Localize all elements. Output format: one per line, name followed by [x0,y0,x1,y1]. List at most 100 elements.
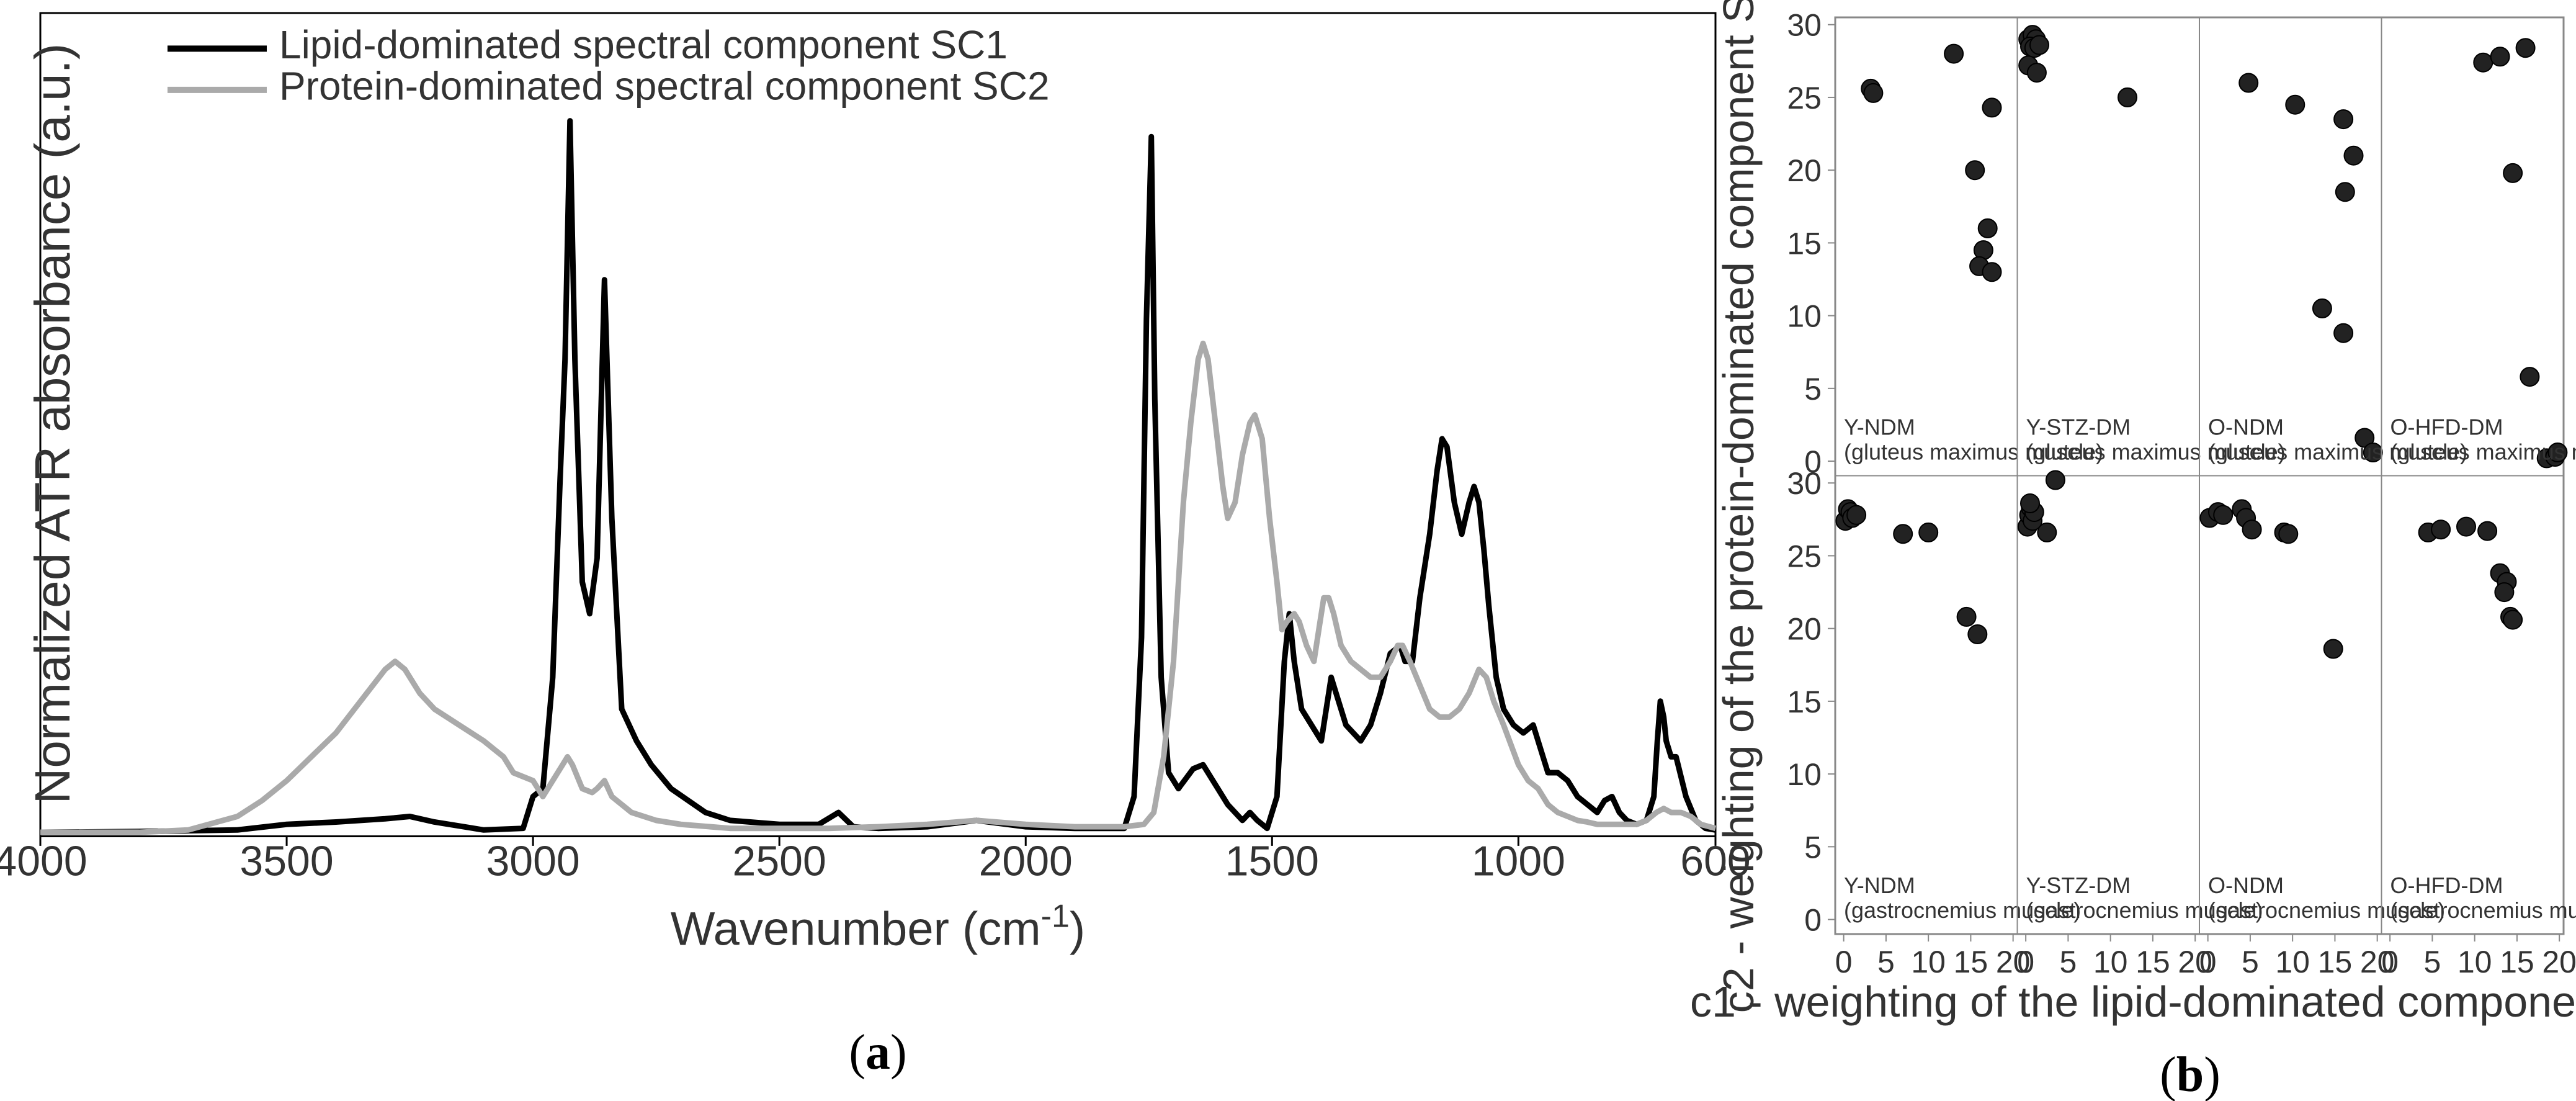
x-tick-label: 5 [2242,945,2259,979]
data-point [1893,524,1913,544]
data-point [2333,323,2354,343]
data-point [2335,182,2355,202]
subpanel-frame [2381,475,2564,935]
data-point [2029,35,2049,55]
panel-label-b: (b) [2160,1048,2220,1101]
data-point [2490,47,2510,67]
group-label: O-NDM [2208,873,2284,898]
y-tick-label: 10 [1787,757,1822,792]
x-tick-label: 0 [2381,945,2399,979]
plot-frame [40,13,1715,837]
data-point [2343,145,2364,166]
data-point [2473,52,2493,73]
x-tick-label: 15 [1954,945,1988,979]
y-tick-label: 20 [1787,612,1822,647]
data-point [2278,524,2299,544]
data-point [1918,522,1939,542]
x-tick-label: 3000 [486,837,579,884]
group-label: Y-STZ-DM [2026,873,2131,898]
y-axis-label: Normalized ATR absorbance (a.u.) [25,43,80,804]
series-line-2 [40,343,1715,832]
y-tick-label: 30 [1787,466,1822,501]
y-tick-label: 5 [1804,372,1822,407]
x-tick-label: 20 [2360,945,2395,979]
data-point [2323,639,2343,659]
x-tick-label: 15 [2318,945,2353,979]
muscle-label: (gluteus maximus muscle) [2026,439,2286,465]
data-point [2242,519,2262,540]
x-tick-label: 15 [2135,945,2170,979]
x-tick-label: 10 [2457,945,2492,979]
data-point [2503,609,2523,630]
y-tick-label: 15 [1787,685,1822,719]
group-label: Y-NDM [1844,415,1915,440]
x-tick-label: 2500 [733,837,826,884]
scatter-panel: Y-NDM(gluteus maximus muscle)05101520253… [1690,0,2576,1101]
x-axis-label: Wavenumber (cm-1) [671,898,1085,955]
x-axis-label: c1 - weighting of the lipid-dominated co… [1690,977,2576,1026]
x-tick-label: 15 [2500,945,2534,979]
data-point [2547,443,2568,462]
data-point [2118,87,2137,107]
subpanel-frame [2199,475,2382,935]
x-tick-label: 2000 [979,837,1073,884]
data-point [1977,218,1998,238]
x-tick-label: 0 [1835,945,1853,979]
legend-label-2: Protein-dominated spectral component SC2 [279,63,1050,108]
data-point [1982,262,2002,282]
data-point [2520,367,2540,387]
data-point [2355,428,2375,448]
muscle-label: (gluteus maximus muscle) [2390,439,2576,465]
data-point [1967,624,1988,644]
data-point [1846,505,1867,525]
x-tick-label: 1000 [1472,837,1565,884]
muscle-label: (gastrocnemius muscle) [1844,897,2081,923]
data-point [2503,163,2523,183]
data-point [2363,443,2383,462]
y-tick-label: 20 [1787,153,1822,188]
x-tick-label: 20 [2178,945,2212,979]
subpanel-frame [2381,17,2564,477]
data-point [1956,606,1977,627]
x-tick-label: 10 [2093,945,2128,979]
y-tick-label: 30 [1787,8,1822,43]
y-tick-label: 10 [1787,299,1822,334]
group-label: O-NDM [2208,415,2284,440]
x-tick-label: 20 [1996,945,2031,979]
data-point [2037,522,2057,542]
data-point [1982,97,2002,118]
x-tick-label: 3500 [239,837,333,884]
data-point [2456,516,2476,537]
data-point [2431,519,2451,540]
subpanel-frame [2199,17,2382,477]
subpanel-frame [2016,17,2200,477]
x-tick-label: 0 [2199,945,2217,979]
muscle-label: (gastrocnemius muscle) [2026,897,2263,923]
spectra-panel: 4000 3500 3000 2500 2000 1500 1000 600 Wavenumbe… [0,13,1751,1080]
y-tick-label: 5 [1804,830,1822,865]
group-label: Y-NDM [1844,873,1915,898]
x-tick-label: 5 [2424,945,2441,979]
x-tick-label: 5 [2060,945,2077,979]
group-label: Y-STZ-DM [2026,415,2131,440]
panel-label-a: (a) [849,1025,906,1080]
group-label: O-HFD-DM [2390,415,2503,440]
x-tick-label: 600 [1680,837,1750,884]
subpanel-frame [2016,475,2200,935]
data-point [2285,94,2305,115]
y-tick-label: 15 [1787,226,1822,261]
x-tick-label: 10 [2275,945,2310,979]
data-point [2238,73,2259,93]
data-point [1863,83,1884,103]
muscle-label: (gluteus maximus muscle) [2208,439,2467,465]
data-point [2333,109,2354,130]
data-point [2312,298,2332,318]
muscle-label: (gastrocnemius muscle) [2208,897,2445,923]
data-point [2213,505,2234,525]
y-tick-label: 25 [1787,539,1822,573]
subpanel-frame [1835,475,2018,935]
legend-label-1: Lipid-dominated spectral component SC1 [279,22,1008,67]
data-point [1944,43,1964,64]
muscle-label: (gluteus maximus muscle) [1844,439,2103,465]
